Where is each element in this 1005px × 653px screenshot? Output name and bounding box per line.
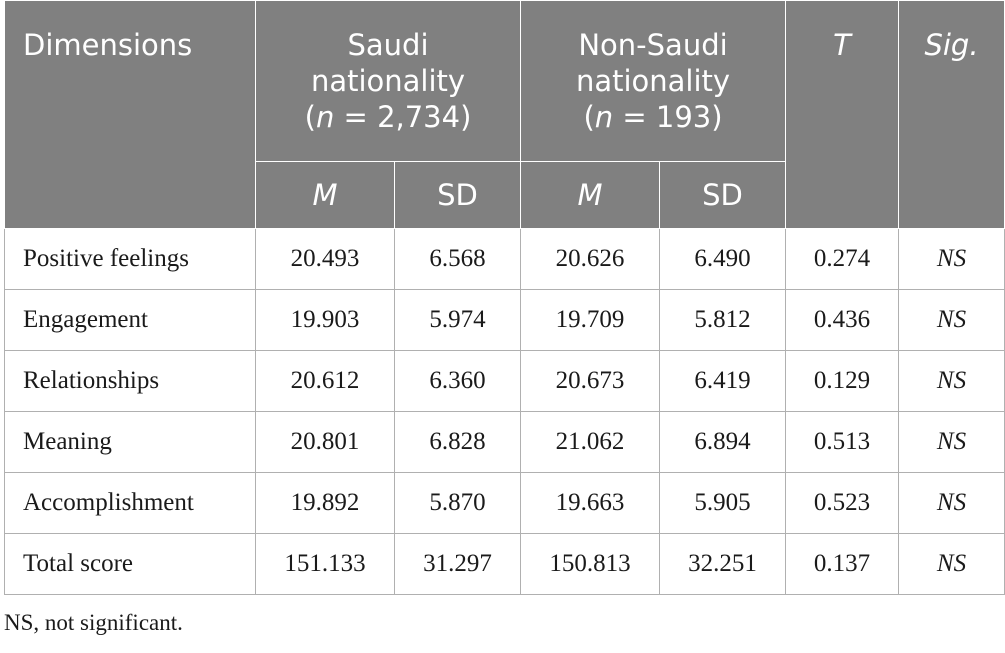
cell-nonsaudi-m: 20.626 — [520, 228, 661, 290]
header-saudi-n-open: ( — [304, 100, 316, 134]
header-saudi-sd: SD — [393, 161, 522, 229]
cell-saudi-sd: 6.568 — [393, 228, 522, 290]
cell-saudi-m: 19.892 — [255, 472, 395, 534]
header-sig: Sig. — [898, 0, 1005, 229]
header-nonsaudi-m: M — [520, 161, 661, 229]
cell-sig: NS — [898, 472, 1005, 534]
results-table: Dimensions Saudi nationality (n = 2,734)… — [4, 0, 1005, 595]
cell-t: 0.137 — [785, 533, 900, 595]
cell-nonsaudi-sd: 6.894 — [659, 411, 787, 473]
cell-t: 0.523 — [785, 472, 900, 534]
cell-t: 0.436 — [785, 289, 900, 351]
cell-t: 0.274 — [785, 228, 900, 290]
cell-nonsaudi-m: 19.709 — [520, 289, 661, 351]
header-t: T — [785, 0, 900, 229]
table-row: Accomplishment 19.892 5.870 19.663 5.905… — [4, 472, 1005, 534]
cell-saudi-sd: 5.974 — [393, 289, 522, 351]
cell-sig: NS — [898, 533, 1005, 595]
header-row-top: Dimensions Saudi nationality (n = 2,734)… — [4, 0, 1005, 229]
header-nonsaudi-n-var: n — [594, 100, 614, 134]
cell-dimension: Relationships — [4, 350, 256, 412]
cell-saudi-sd: 6.828 — [393, 411, 522, 473]
cell-dimension: Accomplishment — [4, 472, 256, 534]
cell-saudi-m: 20.612 — [255, 350, 395, 412]
header-saudi-line1: Saudi — [347, 28, 429, 62]
table-row: Positive feelings 20.493 6.568 20.626 6.… — [4, 228, 1005, 290]
cell-saudi-m: 151.133 — [255, 533, 395, 595]
header-nonsaudi-group: Non-Saudi nationality (n = 193) — [520, 0, 787, 162]
cell-sig: NS — [898, 411, 1005, 473]
cell-t: 0.513 — [785, 411, 900, 473]
cell-nonsaudi-m: 19.663 — [520, 472, 661, 534]
header-saudi-n-rest: = 2,734) — [334, 100, 472, 134]
cell-nonsaudi-sd: 32.251 — [659, 533, 787, 595]
cell-saudi-m: 20.493 — [255, 228, 395, 290]
table-row: Engagement 19.903 5.974 19.709 5.812 0.4… — [4, 289, 1005, 351]
cell-saudi-sd: 31.297 — [393, 533, 522, 595]
cell-saudi-sd: 5.870 — [393, 472, 522, 534]
header-saudi-n-var: n — [315, 100, 335, 134]
cell-saudi-m: 19.903 — [255, 289, 395, 351]
header-nonsaudi-sd: SD — [659, 161, 787, 229]
header-saudi-m: M — [255, 161, 395, 229]
header-saudi-group: Saudi nationality (n = 2,734) — [254, 0, 522, 162]
cell-dimension: Engagement — [4, 289, 256, 351]
table-footnote: NS, not significant. — [4, 610, 183, 635]
cell-nonsaudi-sd: 5.812 — [659, 289, 787, 351]
cell-dimension: Total score — [4, 533, 256, 595]
cell-nonsaudi-sd: 6.490 — [659, 228, 787, 290]
cell-nonsaudi-m: 20.673 — [520, 350, 661, 412]
cell-nonsaudi-m: 150.813 — [520, 533, 661, 595]
cell-nonsaudi-sd: 6.419 — [659, 350, 787, 412]
cell-dimension: Positive feelings — [4, 228, 256, 290]
cell-sig: NS — [898, 289, 1005, 351]
cell-dimension: Meaning — [4, 411, 256, 473]
header-nonsaudi-n-open: ( — [583, 100, 595, 134]
table-row: Relationships 20.612 6.360 20.673 6.419 … — [4, 350, 1005, 412]
cell-sig: NS — [898, 350, 1005, 412]
cell-nonsaudi-m: 21.062 — [520, 411, 661, 473]
header-nonsaudi-line1: Non-Saudi — [578, 28, 728, 62]
header-nonsaudi-n-rest: = 193) — [613, 100, 723, 134]
header-nonsaudi-line2: nationality — [575, 64, 731, 98]
cell-saudi-m: 20.801 — [255, 411, 395, 473]
header-saudi-line2: nationality — [310, 64, 466, 98]
cell-nonsaudi-sd: 5.905 — [659, 472, 787, 534]
cell-t: 0.129 — [785, 350, 900, 412]
header-dimensions: Dimensions — [4, 0, 256, 229]
cell-sig: NS — [898, 228, 1005, 290]
header-row-sub: M SD M SD — [5, 161, 1005, 229]
table-row: Meaning 20.801 6.828 21.062 6.894 0.513 … — [4, 411, 1005, 473]
cell-saudi-sd: 6.360 — [393, 350, 522, 412]
table-row: Total score 151.133 31.297 150.813 32.25… — [4, 533, 1005, 595]
